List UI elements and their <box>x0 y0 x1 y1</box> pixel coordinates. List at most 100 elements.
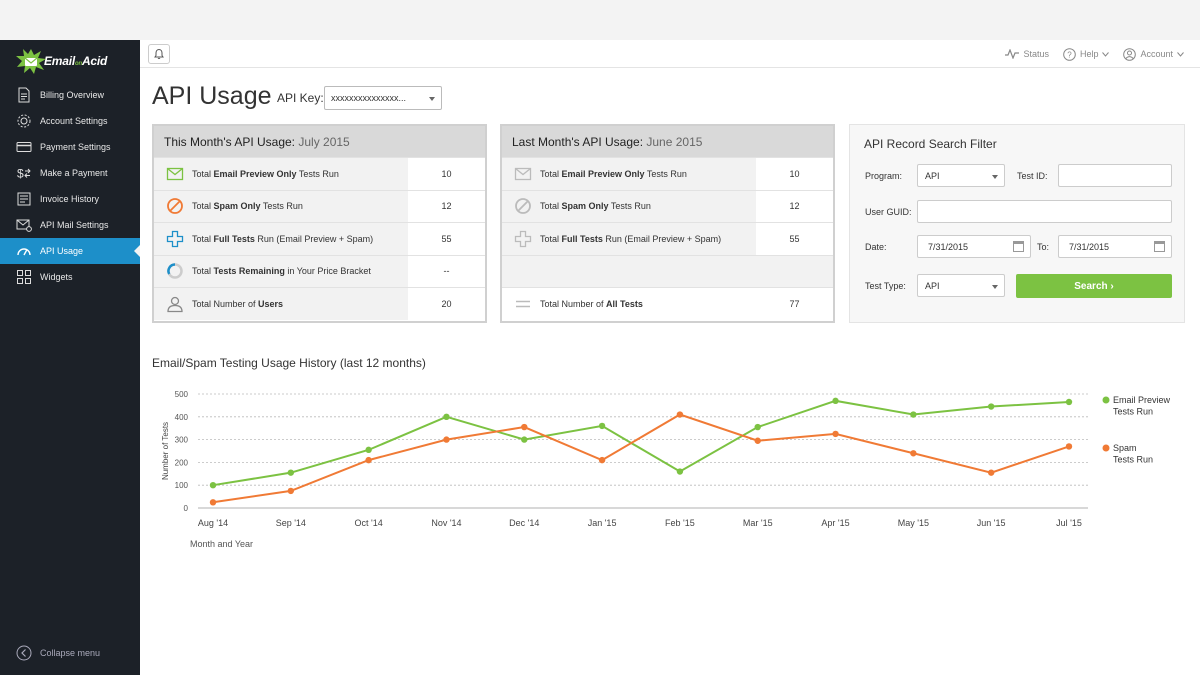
sidebar-item-make-a-payment[interactable]: $ Make a Payment <box>0 160 140 186</box>
page-title: API Usage <box>152 82 272 110</box>
x-tick-label: Jan '15 <box>588 518 617 528</box>
program-select[interactable]: API <box>917 164 1005 187</box>
y-tick-label: 0 <box>184 504 189 513</box>
test-type-value: API <box>925 281 940 291</box>
data-point <box>832 397 839 405</box>
data-point <box>987 403 995 410</box>
usage-row-value: 55 <box>441 233 452 244</box>
status-label: Status <box>1023 49 1049 59</box>
program-value: API <box>925 171 940 181</box>
brand-logo[interactable]: EmailonAcid <box>0 40 140 82</box>
calendar-icon[interactable] <box>1013 241 1024 252</box>
main-content: API Usage API Key: xxxxxxxxxxxxxxx... Th… <box>140 68 1200 675</box>
top-blank-bar <box>0 0 1200 40</box>
sidebar-item-label: Billing Overview <box>40 90 105 100</box>
data-point <box>910 450 917 457</box>
test-type-select[interactable]: API <box>917 274 1005 297</box>
x-tick-label: Mar '15 <box>743 518 773 528</box>
plus-icon <box>166 230 184 248</box>
data-point <box>365 446 372 454</box>
sidebar-item-billing-overview[interactable]: Billing Overview <box>0 82 140 108</box>
data-point <box>443 413 450 420</box>
user-guid-input[interactable] <box>917 200 1172 223</box>
api-key-select[interactable]: xxxxxxxxxxxxxxx... <box>324 86 442 110</box>
api-record-search-filter: API Record Search Filter Program: API Te… <box>849 124 1185 323</box>
data-point <box>209 482 217 489</box>
data-point <box>676 411 684 418</box>
x-tick-label: Sep '14 <box>276 518 306 528</box>
sidebar-item-account-settings[interactable]: Account Settings <box>0 108 140 134</box>
usage-row-value: 12 <box>441 201 452 212</box>
sidebar: EmailonAcid Billing Overview Account Sett… <box>0 40 140 675</box>
usage-row: Total Spam Only Tests Run 12 <box>154 189 485 222</box>
account-menu[interactable]: Account <box>1123 47 1184 61</box>
svg-text:?: ? <box>1067 50 1072 59</box>
brand-name: EmailonAcid <box>44 54 108 68</box>
sidebar-item-widgets[interactable]: Widgets <box>0 264 140 290</box>
notifications-button[interactable] <box>148 44 170 64</box>
usage-row-label: Total Full Tests Run (Email Preview + Sp… <box>540 233 722 244</box>
chevron-left-circle-icon <box>16 645 32 661</box>
account-label: Account <box>1140 49 1173 59</box>
equals-icon <box>514 295 532 313</box>
sidebar-item-api-mail-settings[interactable]: API Mail Settings <box>0 212 140 238</box>
date-from-input[interactable]: 7/31/2015 <box>917 235 1031 258</box>
usage-row-value: 10 <box>789 168 800 179</box>
data-point <box>754 423 761 431</box>
data-point <box>287 469 295 476</box>
svg-text:$: $ <box>17 167 24 181</box>
test-type-label: Test Type: <box>865 281 906 291</box>
calendar-icon[interactable] <box>1154 241 1165 252</box>
to-label: To: <box>1037 242 1050 252</box>
usage-row-value: 12 <box>789 201 800 212</box>
usage-row-label: Total Number of Users <box>192 298 284 309</box>
sidebar-item-payment-settings[interactable]: Payment Settings <box>0 134 140 160</box>
api-key-value: xxxxxxxxxxxxxxx... <box>331 93 407 103</box>
question-circle-icon: ? <box>1063 47 1076 61</box>
usage-row-label: Total Tests Remaining in Your Price Brac… <box>192 266 371 277</box>
usage-row: Total Email Preview Only Tests Run 10 <box>502 157 833 190</box>
usage-row-label: Total Email Preview Only Tests Run <box>192 168 339 179</box>
data-point <box>754 437 761 444</box>
usage-row: Total Number of All Tests 77 <box>502 287 833 320</box>
x-tick-label: Nov '14 <box>431 518 461 528</box>
usage-row-value: 10 <box>441 168 452 179</box>
filter-title: API Record Search Filter <box>864 137 997 151</box>
user-icon <box>166 295 184 313</box>
legend-label: Spam Tests Run <box>1113 443 1153 465</box>
bell-icon <box>154 48 164 60</box>
plus-icon <box>514 230 532 248</box>
data-point <box>832 430 839 438</box>
data-point <box>1065 443 1073 450</box>
usage-row: Total Full Tests Run (Email Preview + Sp… <box>154 222 485 255</box>
sidebar-item-label: API Usage <box>40 246 84 256</box>
data-point <box>987 469 995 476</box>
data-point <box>598 456 606 464</box>
usage-row-label: Total Spam Only Tests Run <box>192 201 303 212</box>
dropdown-caret-icon <box>992 175 998 179</box>
envelope-icon <box>514 165 532 183</box>
collapse-menu-button[interactable]: Collapse menu <box>16 645 100 661</box>
date-to-input[interactable]: 7/31/2015 <box>1058 235 1172 258</box>
date-from-value: 7/31/2015 <box>928 242 969 252</box>
this-month-title: This Month's API Usage: July 2015 <box>154 126 485 157</box>
legend-marker <box>1102 444 1110 452</box>
gear-icon <box>16 113 32 129</box>
sidebar-item-label: API Mail Settings <box>40 220 109 230</box>
sidebar-item-invoice-history[interactable]: Invoice History <box>0 186 140 212</box>
block-icon <box>166 197 184 215</box>
progress-ring-icon <box>166 262 184 280</box>
status-link[interactable]: Status <box>1005 49 1049 59</box>
this-month-usage-panel: This Month's API Usage: July 2015 Total … <box>152 124 487 323</box>
x-tick-label: Jul '15 <box>1056 518 1082 528</box>
search-button[interactable]: Search › <box>1016 274 1172 298</box>
help-menu[interactable]: ? Help <box>1063 47 1110 61</box>
user-circle-icon <box>1123 47 1137 61</box>
test-id-label: Test ID: <box>1017 171 1048 181</box>
y-tick-label: 300 <box>175 436 189 445</box>
test-id-input[interactable] <box>1058 164 1172 187</box>
data-point <box>676 468 684 475</box>
chevron-down-icon <box>1177 51 1184 57</box>
credit-card-icon <box>16 139 32 155</box>
sidebar-item-api-usage[interactable]: API Usage <box>0 238 140 264</box>
